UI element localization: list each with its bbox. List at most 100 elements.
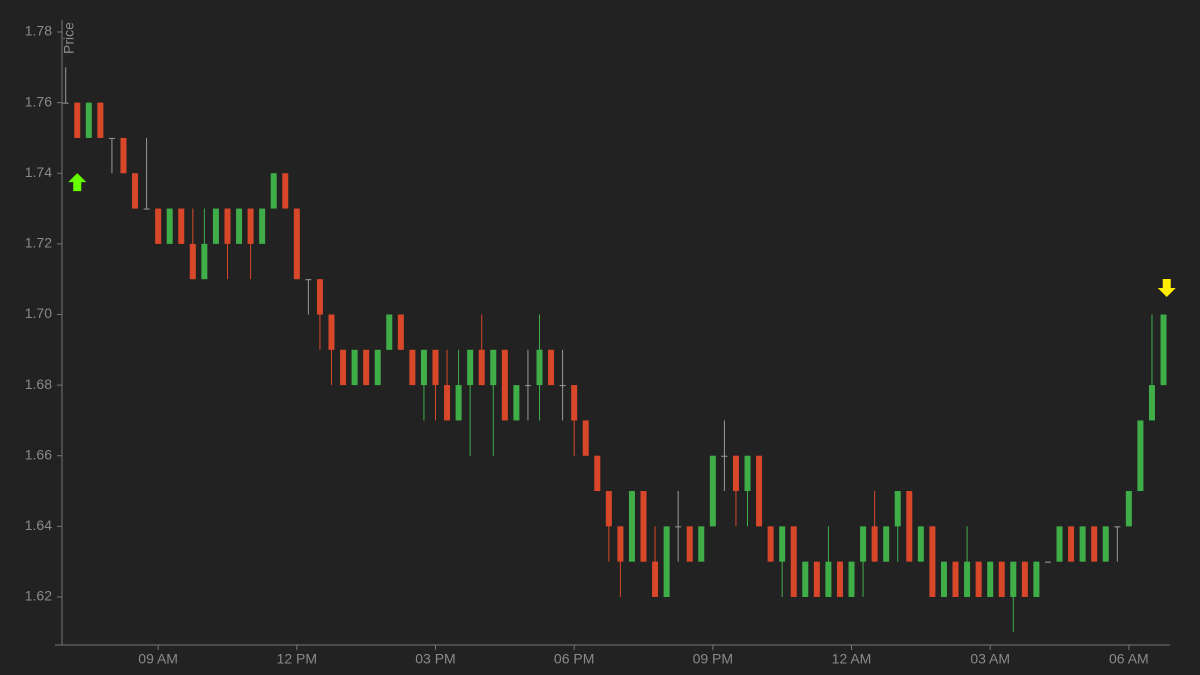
candle-body (397, 314, 404, 350)
candle-body (686, 526, 693, 562)
candle-body (559, 385, 566, 387)
signal-arrow (68, 173, 87, 192)
candle-body (374, 349, 381, 386)
x-tick-label: 12 PM (277, 651, 317, 667)
candle-body (709, 455, 716, 527)
candle-body (1125, 491, 1132, 527)
candle-body (767, 526, 774, 562)
candle-body (212, 208, 219, 244)
candle-body (409, 349, 416, 386)
x-tick-label: 03 PM (415, 651, 455, 667)
candle-body (143, 208, 150, 210)
candle-body (108, 137, 115, 139)
candle-body (883, 526, 890, 562)
candle-body (351, 349, 358, 386)
candle-body (548, 349, 555, 386)
candle-body (1021, 561, 1028, 597)
candle-body (340, 349, 347, 386)
candle-body (756, 455, 763, 527)
candle-body (848, 561, 855, 597)
candle-body (1091, 526, 1098, 562)
candle-body (166, 208, 173, 244)
candle-body (744, 455, 751, 492)
y-tick-label: 1.62 (25, 588, 52, 604)
candle-body (467, 349, 474, 386)
candle-body (247, 208, 254, 244)
x-tick-label: 06 PM (554, 651, 594, 667)
candle-body (201, 243, 208, 280)
candle-body (293, 208, 300, 280)
candle-body (1148, 385, 1155, 421)
candle-body (74, 102, 81, 138)
candle-body (1114, 526, 1121, 528)
candle-body (62, 102, 69, 104)
candle-body (998, 561, 1005, 597)
candle-body (259, 208, 266, 244)
candle-body (906, 491, 913, 562)
candle-body (386, 314, 393, 350)
candle-body (813, 561, 820, 597)
candle-body (1068, 526, 1075, 562)
signal-arrow (1157, 279, 1176, 298)
candle-body (790, 526, 797, 597)
candle-body (1102, 526, 1109, 562)
candle-body (1033, 561, 1040, 597)
candle-body (940, 561, 947, 597)
x-tick-label: 09 AM (138, 651, 178, 667)
candle-body (444, 385, 451, 421)
x-tick-label: 09 PM (693, 651, 733, 667)
y-axis-title: Price (61, 22, 77, 54)
candle-body (363, 349, 370, 386)
candle-body (779, 526, 786, 562)
candle-body (155, 208, 162, 244)
candle-body (640, 491, 647, 562)
candle-body (802, 561, 809, 597)
candle-body (478, 349, 485, 386)
candle-body (894, 491, 901, 527)
y-tick-label: 1.64 (25, 517, 52, 533)
candle-body (1137, 420, 1144, 492)
candle-body (97, 102, 104, 138)
x-tick-label: 06 AM (1109, 651, 1149, 667)
candle-body (328, 314, 335, 350)
candle-body (316, 279, 323, 315)
candle-body (987, 561, 994, 597)
candle-body (663, 526, 670, 597)
candle-body (524, 385, 531, 387)
candle-body (860, 526, 867, 562)
candle-body (305, 279, 312, 281)
candle-body (975, 561, 982, 597)
y-tick-label: 1.68 (25, 376, 52, 392)
candle-body (929, 526, 936, 597)
candle-body (120, 137, 127, 174)
candle-body (270, 173, 277, 209)
candle-body (282, 173, 289, 209)
candle-body (871, 526, 878, 562)
candle-body (85, 102, 92, 138)
candle-body (582, 420, 589, 456)
candle-body (513, 385, 520, 421)
candle-body (628, 491, 635, 562)
candle-body (1160, 314, 1167, 386)
x-tick-label: 03 AM (970, 651, 1010, 667)
candle-body (236, 208, 243, 244)
candle-body (1044, 561, 1051, 563)
y-tick-label: 1.72 (25, 235, 52, 251)
y-tick-label: 1.66 (25, 446, 52, 462)
y-tick-label: 1.76 (25, 93, 52, 109)
candle-body (964, 561, 971, 597)
candle-body (1079, 526, 1086, 562)
candle-body (836, 561, 843, 597)
candle-body (432, 349, 439, 386)
candle-body (1010, 561, 1017, 597)
candle-body (605, 491, 612, 527)
candle-body (698, 526, 705, 562)
y-tick-label: 1.70 (25, 305, 52, 321)
candle-body (490, 349, 497, 386)
candle-body (675, 526, 682, 528)
candle-body (917, 526, 924, 562)
candle-body (536, 349, 543, 386)
candle-body (732, 455, 739, 492)
candle-body (652, 561, 659, 597)
